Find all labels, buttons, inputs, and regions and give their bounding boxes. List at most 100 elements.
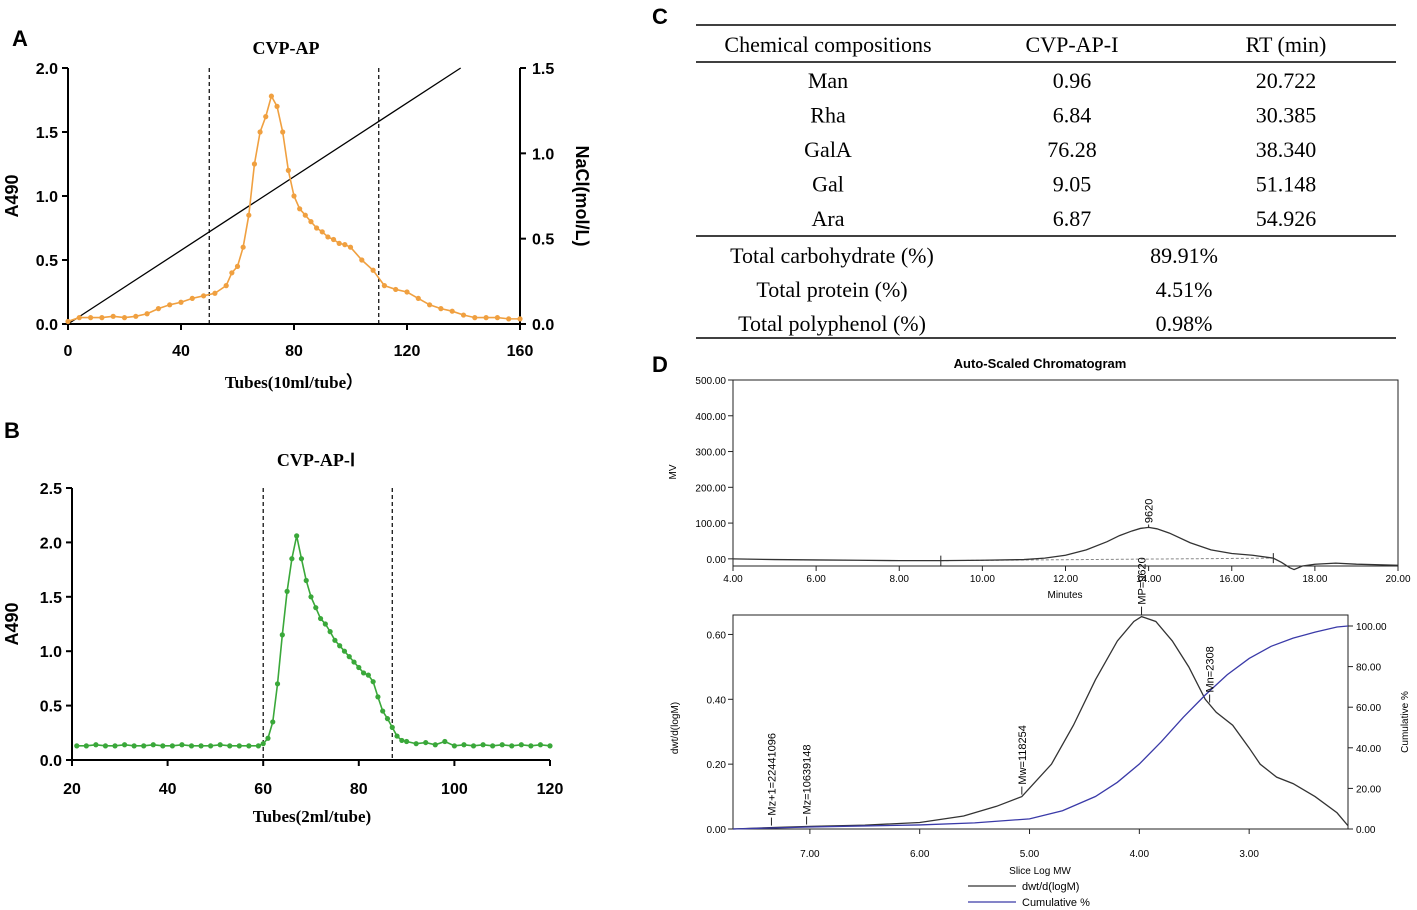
table-total-value: 0.98% [1156,311,1213,336]
a490-point [319,229,325,235]
a490-point [509,743,515,749]
annotation-label: MP=9620 [1137,557,1149,604]
a490-point [255,743,262,749]
x-tick-label: 0 [64,343,73,360]
a490-point [346,654,352,660]
a490-point [88,315,94,321]
a490-point [399,737,405,744]
chromatogram-line [732,526,1399,571]
a490-point [490,743,496,749]
a490-point [268,93,274,99]
x-tick-label: 18.00 [1302,574,1327,585]
a490-point [342,242,348,248]
a490-point [308,219,314,225]
a490-point [285,167,291,173]
chart-title: CVP-AP-Ⅰ [277,450,355,470]
annotation-label: Mw=118254 [1017,725,1029,784]
table-cell: Gal [812,172,844,197]
table-header-cell: RT (min) [1246,32,1327,57]
x-tick-label: 3.00 [1239,849,1259,860]
a490-point [240,244,246,250]
table-cell: 20.722 [1256,68,1317,93]
panel-b: B CVP-AP-Ⅰ 0.0 0.5 1.0 1.5 2.0 2.5 20 40 60 80 100 12… [2,418,563,826]
x-tick-label: 4.00 [1130,849,1150,860]
y-tick-label: 2.0 [40,535,62,552]
a490-point [499,742,505,748]
chart-title: Auto-Scaled Chromatogram [954,356,1127,371]
a490-point [404,289,410,295]
y-tick-label: 2.0 [36,61,58,78]
y-tick-label: 1.5 [36,125,58,142]
y-axis-label: A490 [2,602,22,645]
x-tick-label: 14.00 [1136,574,1161,585]
x-tick-label: 16.00 [1219,574,1244,585]
legend-label: dwt/d(logM) [1022,881,1079,893]
panel-a: A CVP-AP 0.0 0.5 1.0 1.5 2.0 0.0 0.5 1.0 1.5 0 40 80 1… [2,26,592,392]
x-tick-label: 160 [507,343,534,360]
a490-point [284,588,290,594]
a490-point [246,743,252,749]
a490-point [528,743,534,749]
a490-point [460,312,467,318]
a490-point [121,742,128,748]
a490-point [298,556,305,562]
a490-point [332,637,338,643]
table-header-cell: CVP-AP-I [1026,32,1119,57]
a490-point [325,234,331,240]
a490-point [336,240,342,246]
table-cell: Rha [810,103,846,128]
a490-point [381,283,387,289]
table-cell: 30.385 [1256,103,1317,128]
y-tick-label: 0.00 [707,555,727,566]
y-tick-label: 0.5 [36,253,58,270]
x-tick-label: 40 [159,781,177,798]
table-cell: 9.05 [1053,172,1092,197]
a490-point [413,741,419,747]
table-total-label: Total carbohydrate (%) [730,243,934,268]
a490-point [229,270,235,276]
a490-point [179,742,185,748]
a490-series-line [76,535,551,747]
a490-point [375,694,381,700]
a490-point [303,577,309,584]
chart-title: CVP-AP [253,38,320,58]
a490-point [155,306,161,312]
a490-point [302,212,308,218]
a490-point [246,212,252,218]
annotation-label: Mz+1=22441096 [766,733,778,816]
y2-tick-label: 20.00 [1356,784,1381,795]
a490-point [356,664,362,671]
a490-point [112,743,118,749]
table-total-value: 4.51% [1156,277,1213,302]
a490-point [93,742,99,748]
a490-point [274,681,281,687]
a490-point [227,743,233,749]
x-tick-label: 20 [63,781,81,798]
a490-point [188,743,195,749]
a490-point [494,315,500,321]
a490-point [110,313,116,319]
y-tick-label: 0.0 [36,317,58,334]
y-tick-label: 200.00 [695,483,726,494]
y-tick-label: 0.0 [40,753,62,770]
y-tick-label: 400.00 [695,412,726,423]
a490-point [99,315,105,321]
a490-point [294,533,300,539]
y2-tick-label: 1.0 [532,146,554,163]
a490-point [189,295,195,301]
a490-point [370,679,376,685]
a490-point [144,311,150,317]
y2-tick-label: 40.00 [1356,744,1381,755]
y2-tick-label: 60.00 [1356,703,1381,714]
a490-series-line [67,94,520,323]
a490-point [384,716,391,722]
a490-point [198,743,204,749]
a490-point [317,615,324,622]
a490-point [341,648,348,654]
a490-point [359,257,365,263]
a490-point [291,193,297,199]
a490-point [236,743,242,749]
table-cell: 6.87 [1053,206,1092,231]
table-cell: 0.96 [1053,68,1092,93]
a490-point [263,114,269,120]
